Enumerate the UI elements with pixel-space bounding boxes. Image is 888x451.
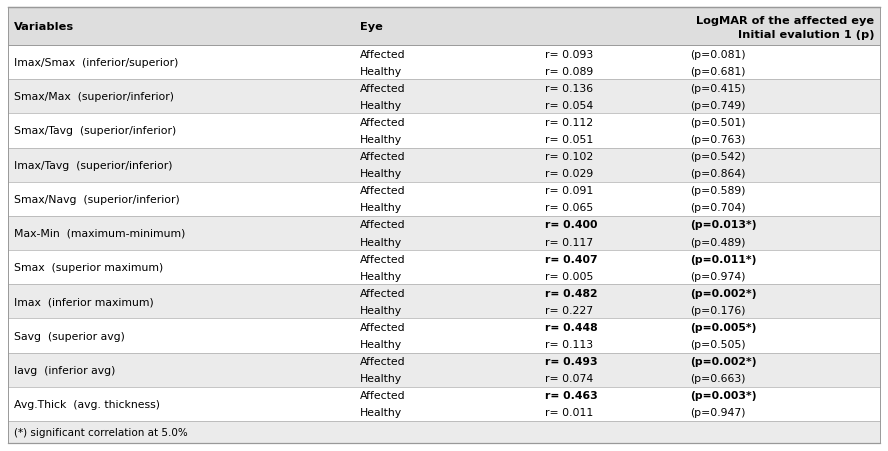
Text: Initial evalution 1 (p): Initial evalution 1 (p)	[738, 29, 874, 40]
Text: (p=0.542): (p=0.542)	[690, 152, 746, 162]
Text: Smax/Tavg  (superior/inferior): Smax/Tavg (superior/inferior)	[14, 126, 176, 136]
Text: LogMAR of the affected eye: LogMAR of the affected eye	[696, 16, 874, 26]
Bar	[8, 80, 880, 114]
Text: (p=0.002*): (p=0.002*)	[690, 288, 757, 298]
Bar	[8, 182, 880, 216]
Text: Healthy: Healthy	[360, 169, 402, 179]
Text: r= 0.113: r= 0.113	[545, 339, 593, 350]
Text: r= 0.051: r= 0.051	[545, 135, 593, 145]
Text: Eye: Eye	[360, 22, 383, 32]
Text: Healthy: Healthy	[360, 305, 402, 315]
Text: r= 0.005: r= 0.005	[545, 271, 593, 281]
Text: (p=0.681): (p=0.681)	[690, 66, 746, 77]
Text: Affected: Affected	[360, 322, 406, 332]
Text: Affected: Affected	[360, 391, 406, 400]
Text: r= 0.074: r= 0.074	[545, 373, 593, 383]
Text: r= 0.054: r= 0.054	[545, 101, 593, 110]
Text: Healthy: Healthy	[360, 135, 402, 145]
Text: Affected: Affected	[360, 83, 406, 93]
Bar	[8, 114, 880, 148]
Text: r= 0.400: r= 0.400	[545, 220, 598, 230]
Text: Smax  (superior maximum): Smax (superior maximum)	[14, 262, 163, 272]
Text: Affected: Affected	[360, 50, 406, 60]
Text: r= 0.117: r= 0.117	[545, 237, 593, 247]
Text: Avg.Thick  (avg. thickness): Avg.Thick (avg. thickness)	[14, 399, 160, 409]
Bar	[8, 251, 880, 285]
Text: r= 0.112: r= 0.112	[545, 118, 593, 128]
Text: Affected: Affected	[360, 186, 406, 196]
Text: (p=0.011*): (p=0.011*)	[690, 254, 757, 264]
Text: r= 0.011: r= 0.011	[545, 408, 593, 418]
Text: Healthy: Healthy	[360, 373, 402, 383]
Text: (p=0.763): (p=0.763)	[690, 135, 746, 145]
Text: r= 0.482: r= 0.482	[545, 288, 598, 298]
Text: (p=0.505): (p=0.505)	[690, 339, 746, 350]
Text: (p=0.081): (p=0.081)	[690, 50, 746, 60]
Text: r= 0.407: r= 0.407	[545, 254, 598, 264]
Text: (p=0.947): (p=0.947)	[690, 408, 746, 418]
Bar	[8, 46, 880, 80]
Text: Affected: Affected	[360, 118, 406, 128]
Bar	[8, 353, 880, 387]
Text: (p=0.176): (p=0.176)	[690, 305, 746, 315]
Text: (p=0.013*): (p=0.013*)	[690, 220, 757, 230]
Bar	[8, 148, 880, 182]
Text: (p=0.005*): (p=0.005*)	[690, 322, 757, 332]
Text: r= 0.227: r= 0.227	[545, 305, 593, 315]
Text: (*) significant correlation at 5.0%: (*) significant correlation at 5.0%	[14, 427, 187, 437]
Text: Imax/Tavg  (superior/inferior): Imax/Tavg (superior/inferior)	[14, 160, 172, 170]
Text: (p=0.003*): (p=0.003*)	[690, 391, 757, 400]
Text: Imax/Smax  (inferior/superior): Imax/Smax (inferior/superior)	[14, 58, 178, 68]
Text: Healthy: Healthy	[360, 203, 402, 213]
Text: Affected: Affected	[360, 152, 406, 162]
Bar	[8, 285, 880, 319]
Text: Affected: Affected	[360, 288, 406, 298]
Text: r= 0.093: r= 0.093	[545, 50, 593, 60]
Text: Max-Min  (maximum-minimum): Max-Min (maximum-minimum)	[14, 229, 186, 239]
Text: r= 0.136: r= 0.136	[545, 83, 593, 93]
Text: r= 0.463: r= 0.463	[545, 391, 598, 400]
Text: r= 0.065: r= 0.065	[545, 203, 593, 213]
Text: (p=0.704): (p=0.704)	[690, 203, 746, 213]
Bar	[8, 216, 880, 251]
Text: Healthy: Healthy	[360, 408, 402, 418]
Text: (p=0.974): (p=0.974)	[690, 271, 746, 281]
Text: Iavg  (inferior avg): Iavg (inferior avg)	[14, 365, 115, 375]
Text: Affected: Affected	[360, 220, 406, 230]
Text: Smax/Max  (superior/inferior): Smax/Max (superior/inferior)	[14, 92, 174, 102]
Text: (p=0.864): (p=0.864)	[690, 169, 746, 179]
Text: r= 0.089: r= 0.089	[545, 66, 593, 77]
Bar	[8, 8, 880, 46]
Text: Affected: Affected	[360, 356, 406, 366]
Text: r= 0.091: r= 0.091	[545, 186, 593, 196]
Text: Imax  (inferior maximum): Imax (inferior maximum)	[14, 297, 154, 307]
Text: (p=0.489): (p=0.489)	[690, 237, 746, 247]
Text: (p=0.663): (p=0.663)	[690, 373, 746, 383]
Text: r= 0.029: r= 0.029	[545, 169, 593, 179]
Bar	[8, 319, 880, 353]
Text: r= 0.448: r= 0.448	[545, 322, 598, 332]
Text: (p=0.589): (p=0.589)	[690, 186, 746, 196]
Text: (p=0.002*): (p=0.002*)	[690, 356, 757, 366]
Text: r= 0.102: r= 0.102	[545, 152, 593, 162]
Text: Affected: Affected	[360, 254, 406, 264]
Text: Smax/Navg  (superior/inferior): Smax/Navg (superior/inferior)	[14, 194, 179, 204]
Text: Variables: Variables	[14, 22, 74, 32]
Text: r= 0.493: r= 0.493	[545, 356, 598, 366]
Bar	[8, 387, 880, 421]
Text: (p=0.749): (p=0.749)	[690, 101, 746, 110]
Text: (p=0.415): (p=0.415)	[690, 83, 746, 93]
Text: (p=0.501): (p=0.501)	[690, 118, 746, 128]
Text: Healthy: Healthy	[360, 66, 402, 77]
Bar	[8, 421, 880, 443]
Text: Healthy: Healthy	[360, 271, 402, 281]
Text: Savg  (superior avg): Savg (superior avg)	[14, 331, 125, 341]
Text: Healthy: Healthy	[360, 101, 402, 110]
Text: Healthy: Healthy	[360, 237, 402, 247]
Text: Healthy: Healthy	[360, 339, 402, 350]
